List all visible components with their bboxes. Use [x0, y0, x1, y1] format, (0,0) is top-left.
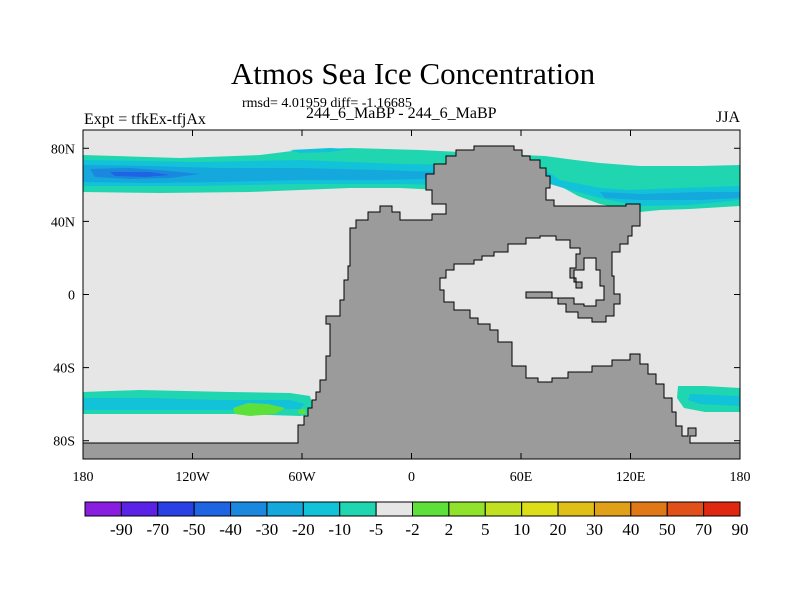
x-tick-label: 60W — [288, 470, 316, 485]
colorbar-box — [120, 501, 159, 517]
colorbar-label: 20 — [550, 520, 567, 539]
colorbar-box — [484, 501, 523, 517]
y-tick-label: 0 — [68, 289, 75, 304]
y-tick-label: 80N — [51, 142, 75, 157]
y-tick-label: 80S — [53, 435, 75, 450]
north-ice-band — [83, 148, 740, 212]
colorbar-label: 5 — [481, 520, 490, 539]
colorbar-label: -40 — [219, 520, 242, 539]
colorbar-box — [266, 501, 304, 517]
colorbar-label: -50 — [183, 520, 206, 539]
axes: 180 120W 60W 0 60E 120E 180 80N 40N 0 40S 80S — [51, 130, 751, 485]
x-tick-label: 120W — [175, 470, 210, 485]
colorbar-label: 50 — [659, 520, 676, 539]
south-ice-band-west — [83, 390, 315, 416]
colorbar-box — [157, 501, 195, 517]
south-ice-band-east — [677, 386, 740, 412]
colorbar-box — [339, 501, 377, 517]
colorbar-label: -2 — [405, 520, 419, 539]
chart-title: Atmos Sea Ice Concentration — [230, 56, 596, 91]
colorbar-box — [666, 501, 705, 517]
colorbar-box — [557, 501, 595, 517]
colorbar-label: 2 — [445, 520, 454, 539]
colorbar-box — [630, 501, 668, 517]
stats-label: rmsd= 4.01959 diff= -1.16685 — [242, 96, 412, 111]
land-mass — [82, 145, 741, 460]
colorbar-label: -20 — [292, 520, 315, 539]
colorbar-label: 10 — [513, 520, 530, 539]
x-tick-label: 180 — [73, 470, 94, 485]
colorbar-label: 40 — [622, 520, 639, 539]
y-tick-label: 40N — [51, 215, 75, 230]
season-label: JJA — [716, 109, 741, 126]
colorbar-label: -30 — [256, 520, 279, 539]
x-tick-label: 0 — [408, 470, 415, 485]
colorbar-box — [302, 501, 341, 517]
x-tick-label: 60E — [510, 470, 533, 485]
y-tick-label: 40S — [53, 362, 75, 377]
x-tick-label: 120E — [616, 470, 646, 485]
colorbar-box — [193, 501, 232, 517]
colorbar-box — [84, 501, 122, 517]
colorbar-box — [412, 501, 450, 517]
colorbar-label: -5 — [369, 520, 383, 539]
colorbar-label: -90 — [110, 520, 133, 539]
colorbar-label: 90 — [732, 520, 749, 539]
colorbar-label: 70 — [695, 520, 712, 539]
colorbar-box — [230, 501, 268, 517]
colorbar-label: -10 — [328, 520, 351, 539]
colorbar: -90 -70 -50 -40 -30 -20 -10 -5 -2 2 5 10 20 30 40 50 70 9… — [84, 501, 749, 539]
colorbar-box — [521, 501, 559, 517]
colorbar-box — [448, 501, 486, 517]
experiment-label: Expt = tfkEx-tfjAx — [84, 111, 206, 128]
colorbar-box — [375, 501, 414, 517]
period-label: 244_6_MaBP - 244_6_MaBP — [306, 105, 497, 122]
colorbar-box — [593, 501, 632, 517]
colorbar-label: 30 — [586, 520, 603, 539]
colorbar-box — [703, 501, 741, 517]
colorbar-label: -70 — [146, 520, 169, 539]
x-tick-label: 180 — [730, 470, 751, 485]
